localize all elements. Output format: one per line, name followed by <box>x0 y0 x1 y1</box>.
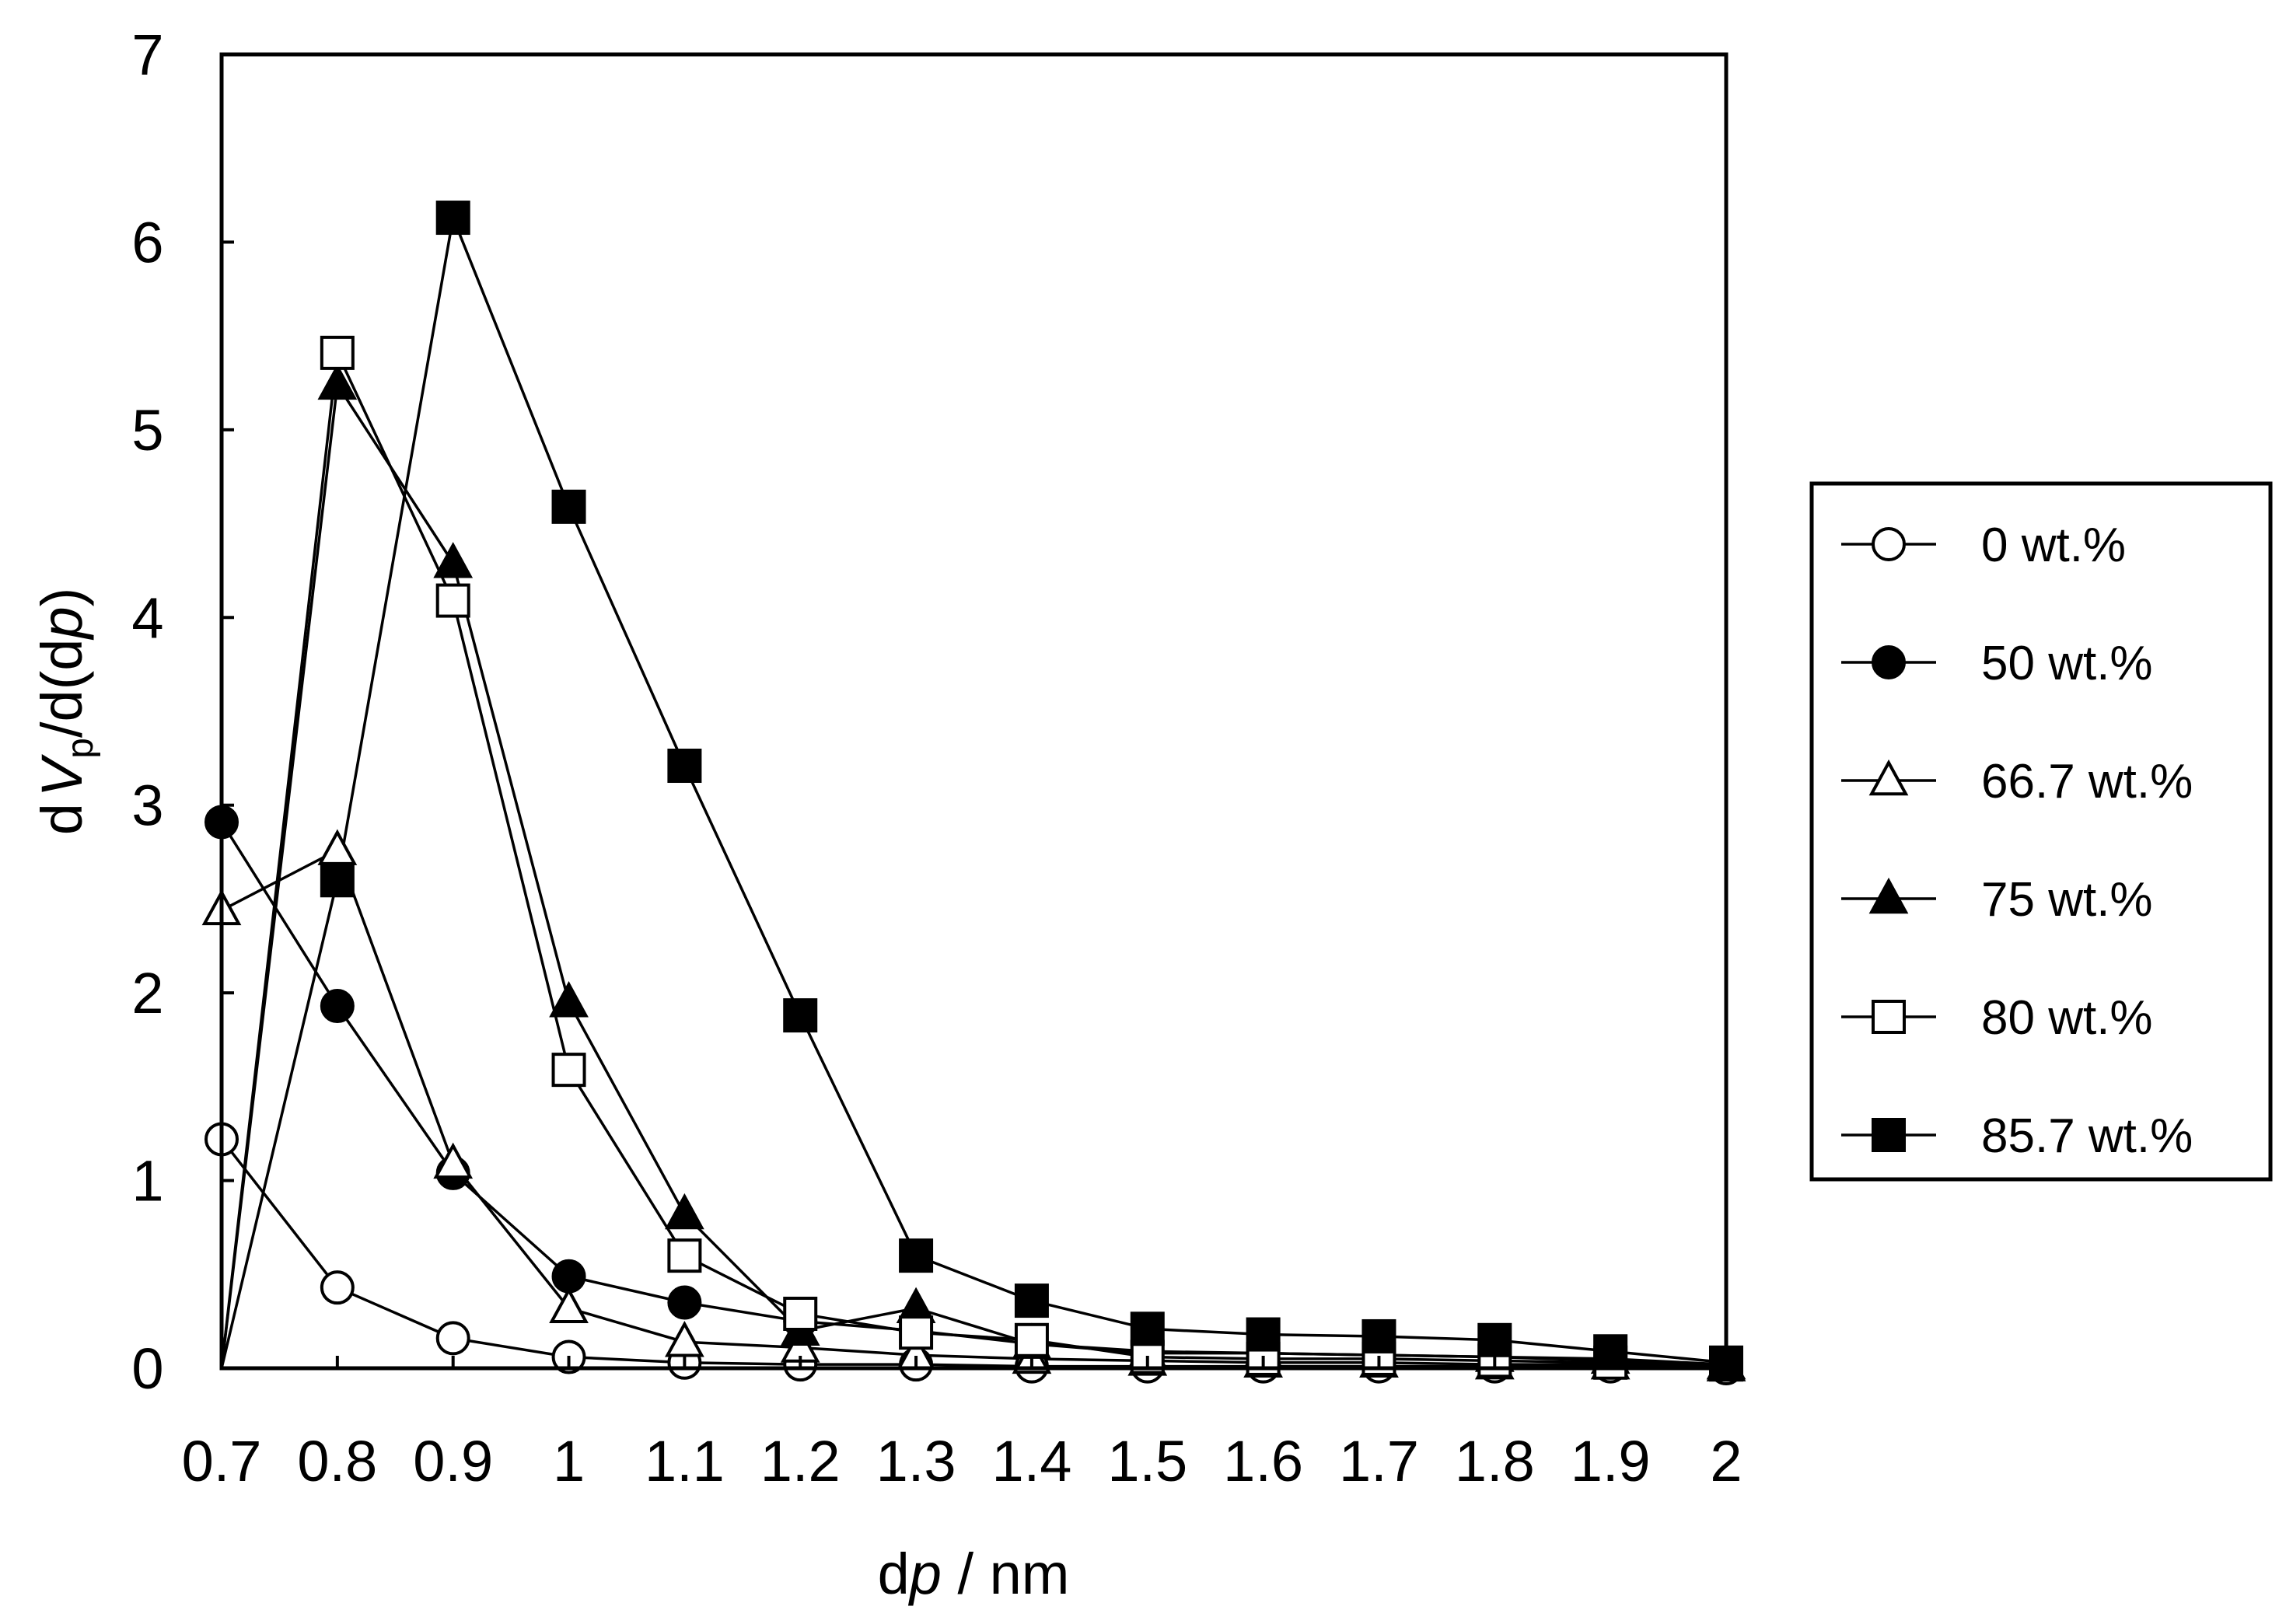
y-axis-ticks: 0 1 2 3 4 5 6 7 <box>131 23 234 1401</box>
y-tick-label: 0 <box>131 1336 163 1401</box>
data-point <box>665 1193 704 1230</box>
x-tick-label: 0.7 <box>182 1429 262 1493</box>
x-tick-label: 1.4 <box>991 1429 1071 1493</box>
legend-items: 0 wt.% 50 wt.% 66.7 wt.% 75 wt.% 80 wt.% 85.7… <box>1841 519 2193 1163</box>
data-point <box>320 1270 355 1305</box>
y-axis-title: dVp/d(dp) <box>30 588 101 836</box>
data-point <box>320 863 355 898</box>
data-point <box>1014 1322 1049 1357</box>
x-tick-label: 1.2 <box>760 1429 841 1493</box>
series-line-2 <box>221 848 1727 1368</box>
x-axis-title: dp / nm <box>878 1542 1070 1606</box>
data-point <box>667 749 702 784</box>
data-point <box>317 363 358 400</box>
y-tick-label: 4 <box>131 585 163 650</box>
series-line-5 <box>220 212 1727 1369</box>
x-tick-label: 1.6 <box>1223 1429 1303 1493</box>
data-point <box>667 1285 702 1320</box>
data-point <box>320 989 355 1024</box>
x-tick-label: 1.7 <box>1339 1429 1419 1493</box>
series-line-1 <box>220 821 1727 1366</box>
data-point <box>317 829 358 865</box>
data-point <box>1014 1283 1049 1318</box>
legend-label: 75 wt.% <box>1981 873 2153 927</box>
legend-label: 0 wt.% <box>1981 519 2126 572</box>
legend-item: 0 wt.% <box>1841 519 2126 572</box>
data-point <box>433 542 474 578</box>
legend-item: 75 wt.% <box>1841 873 2153 927</box>
x-tick-label: 0.9 <box>413 1429 493 1493</box>
data-point <box>549 981 589 1018</box>
data-point <box>1130 1311 1165 1346</box>
legend-label: 85.7 wt.% <box>1981 1109 2193 1163</box>
plot-markers <box>201 201 1746 1385</box>
data-point <box>1361 1318 1396 1353</box>
legend-item: 66.7 wt.% <box>1841 755 2193 809</box>
x-tick-label: 1.3 <box>876 1429 956 1493</box>
legend-item: 50 wt.% <box>1841 637 2153 690</box>
x-tick-label: 1.8 <box>1455 1429 1535 1493</box>
data-point <box>783 998 818 1033</box>
data-point <box>899 1315 934 1350</box>
data-point <box>1246 1317 1281 1352</box>
y-tick-label: 1 <box>131 1149 163 1214</box>
series-line-4 <box>220 348 1727 1369</box>
legend-marker <box>1872 527 1906 561</box>
legend-marker <box>1872 1118 1906 1152</box>
x-tick-label: 1.9 <box>1571 1429 1651 1493</box>
legend-item: 80 wt.% <box>1841 991 2153 1045</box>
data-point <box>435 201 470 236</box>
legend-box <box>1809 481 2273 1182</box>
x-tick-label: 1.5 <box>1107 1429 1187 1493</box>
legend: 0 wt.% 50 wt.% 66.7 wt.% 75 wt.% 80 wt.% 85.7… <box>1809 481 2273 1182</box>
x-tick-label: 2 <box>1710 1429 1742 1493</box>
y-tick-label: 3 <box>131 774 163 838</box>
data-point <box>1477 1322 1512 1357</box>
data-point <box>549 1287 589 1323</box>
x-tick-label: 1 <box>553 1429 585 1493</box>
legend-label: 80 wt.% <box>1981 991 2153 1045</box>
x-axis-ticks: 0.7 0.8 0.9 1 1.1 1.2 1.3 1.4 1.5 1.6 1.7 1.8 1.9 2 <box>182 1356 1742 1493</box>
y-tick-label: 5 <box>131 398 163 463</box>
data-point <box>320 335 355 370</box>
legend-item: 85.7 wt.% <box>1841 1109 2193 1163</box>
legend-marker <box>1868 877 1909 914</box>
data-point <box>551 489 586 524</box>
data-point <box>551 1053 586 1088</box>
legend-label: 66.7 wt.% <box>1981 755 2193 809</box>
data-point <box>435 1321 470 1356</box>
legend-marker <box>1872 1000 1906 1034</box>
data-point <box>899 1238 934 1273</box>
x-tick-label: 1.1 <box>645 1429 725 1493</box>
data-point <box>667 1238 702 1273</box>
legend-marker <box>1872 645 1906 679</box>
y-tick-label: 2 <box>131 961 163 1025</box>
x-tick-label: 0.8 <box>297 1429 377 1493</box>
series-line-3 <box>220 380 1727 1369</box>
data-point <box>435 583 470 618</box>
data-point <box>433 1142 474 1179</box>
y-tick-label: 6 <box>131 210 163 274</box>
plot-lines <box>220 212 1727 1370</box>
data-point <box>783 1296 818 1331</box>
data-point <box>665 1321 704 1357</box>
plot-frame <box>219 52 1728 1371</box>
legend-marker <box>1868 759 1909 796</box>
legend-label: 50 wt.% <box>1981 637 2153 690</box>
y-tick-label: 7 <box>131 23 163 87</box>
